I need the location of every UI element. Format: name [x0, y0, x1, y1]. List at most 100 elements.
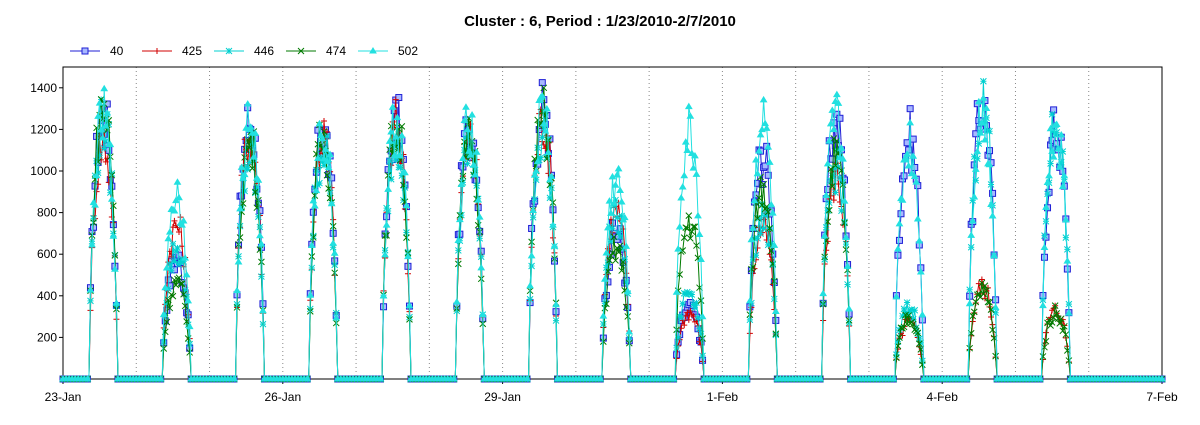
data-point	[826, 119, 835, 127]
data-point	[255, 213, 262, 221]
data-point	[909, 152, 918, 159]
data-point	[90, 219, 97, 226]
data-point	[919, 361, 926, 369]
data-point	[842, 246, 850, 254]
data-point	[245, 144, 253, 152]
data-point	[383, 204, 390, 212]
data-point	[462, 103, 470, 110]
data-point	[681, 322, 688, 329]
data-point	[1042, 329, 1049, 336]
data-point	[540, 84, 548, 92]
data-point	[454, 260, 462, 268]
data-point	[454, 236, 463, 244]
data-point	[770, 295, 778, 303]
data-point	[987, 181, 995, 188]
data-point	[329, 243, 337, 251]
data-point	[532, 176, 540, 184]
data-point	[387, 175, 395, 183]
data-point	[967, 231, 976, 238]
data-point	[905, 312, 912, 319]
data-point	[178, 221, 186, 228]
data-point	[550, 242, 559, 249]
data-point	[175, 274, 183, 282]
data-point	[186, 340, 194, 348]
data-point	[616, 233, 624, 241]
data-point	[905, 310, 912, 318]
data-point	[690, 313, 697, 320]
data-point	[690, 223, 697, 231]
data-point	[237, 163, 246, 170]
data-point	[523, 375, 531, 382]
data-point	[602, 249, 611, 256]
data-point	[381, 232, 389, 239]
data-point	[617, 198, 626, 205]
data-point	[679, 300, 687, 308]
data-point	[546, 175, 554, 183]
data-point	[603, 264, 610, 272]
data-point	[697, 255, 705, 262]
data-point	[753, 169, 762, 177]
data-point	[396, 164, 404, 171]
data-point	[234, 258, 243, 265]
data-point	[903, 299, 911, 306]
data-point	[527, 251, 536, 259]
data-point	[1063, 257, 1072, 264]
y-tick-label: 1000	[30, 164, 57, 178]
data-point	[624, 313, 632, 320]
data-point	[106, 189, 114, 196]
data-point	[918, 310, 927, 318]
data-point	[825, 206, 833, 214]
data-point	[94, 169, 102, 177]
data-point	[327, 199, 336, 207]
data-point	[825, 137, 834, 144]
y-tick-label: 1200	[30, 122, 57, 136]
data-point	[908, 306, 916, 313]
data-point	[692, 170, 701, 177]
data-point	[1042, 203, 1050, 210]
data-point	[689, 164, 698, 171]
data-point	[182, 270, 191, 278]
data-point	[699, 335, 706, 342]
data-point	[962, 375, 971, 382]
data-point	[747, 235, 756, 243]
data-point	[316, 179, 323, 187]
data-point	[978, 276, 985, 283]
data-point	[685, 316, 692, 323]
data-point	[772, 330, 780, 338]
data-point	[686, 235, 694, 242]
data-point	[100, 145, 108, 152]
data-point	[677, 314, 685, 321]
data-point	[696, 325, 703, 332]
data-point	[325, 155, 332, 163]
data-point	[382, 221, 391, 228]
data-point	[249, 153, 258, 160]
data-point	[836, 114, 844, 122]
data-point	[755, 147, 763, 154]
x-tick-label: 26-Jan	[264, 390, 301, 404]
data-point	[528, 224, 536, 232]
data-point	[172, 247, 180, 255]
data-point	[610, 199, 618, 206]
data-point	[177, 258, 184, 266]
data-point	[386, 157, 394, 165]
x-tick-label: 23-Jan	[45, 390, 82, 404]
data-point	[93, 124, 100, 132]
data-point	[309, 196, 318, 204]
data-point	[762, 124, 771, 131]
data-point	[326, 189, 334, 197]
data-point	[1062, 234, 1070, 242]
data-point	[822, 223, 830, 231]
data-point	[541, 127, 550, 134]
data-point	[833, 137, 841, 145]
data-point	[530, 171, 539, 178]
data-point	[841, 219, 848, 227]
data-point	[828, 183, 836, 190]
data-point	[842, 233, 850, 240]
data-point	[468, 111, 476, 118]
data-point	[970, 308, 978, 316]
data-point	[984, 127, 992, 135]
data-point	[181, 286, 189, 294]
data-point	[987, 200, 995, 208]
data-point	[1053, 129, 1061, 136]
data-point	[1054, 315, 1062, 322]
